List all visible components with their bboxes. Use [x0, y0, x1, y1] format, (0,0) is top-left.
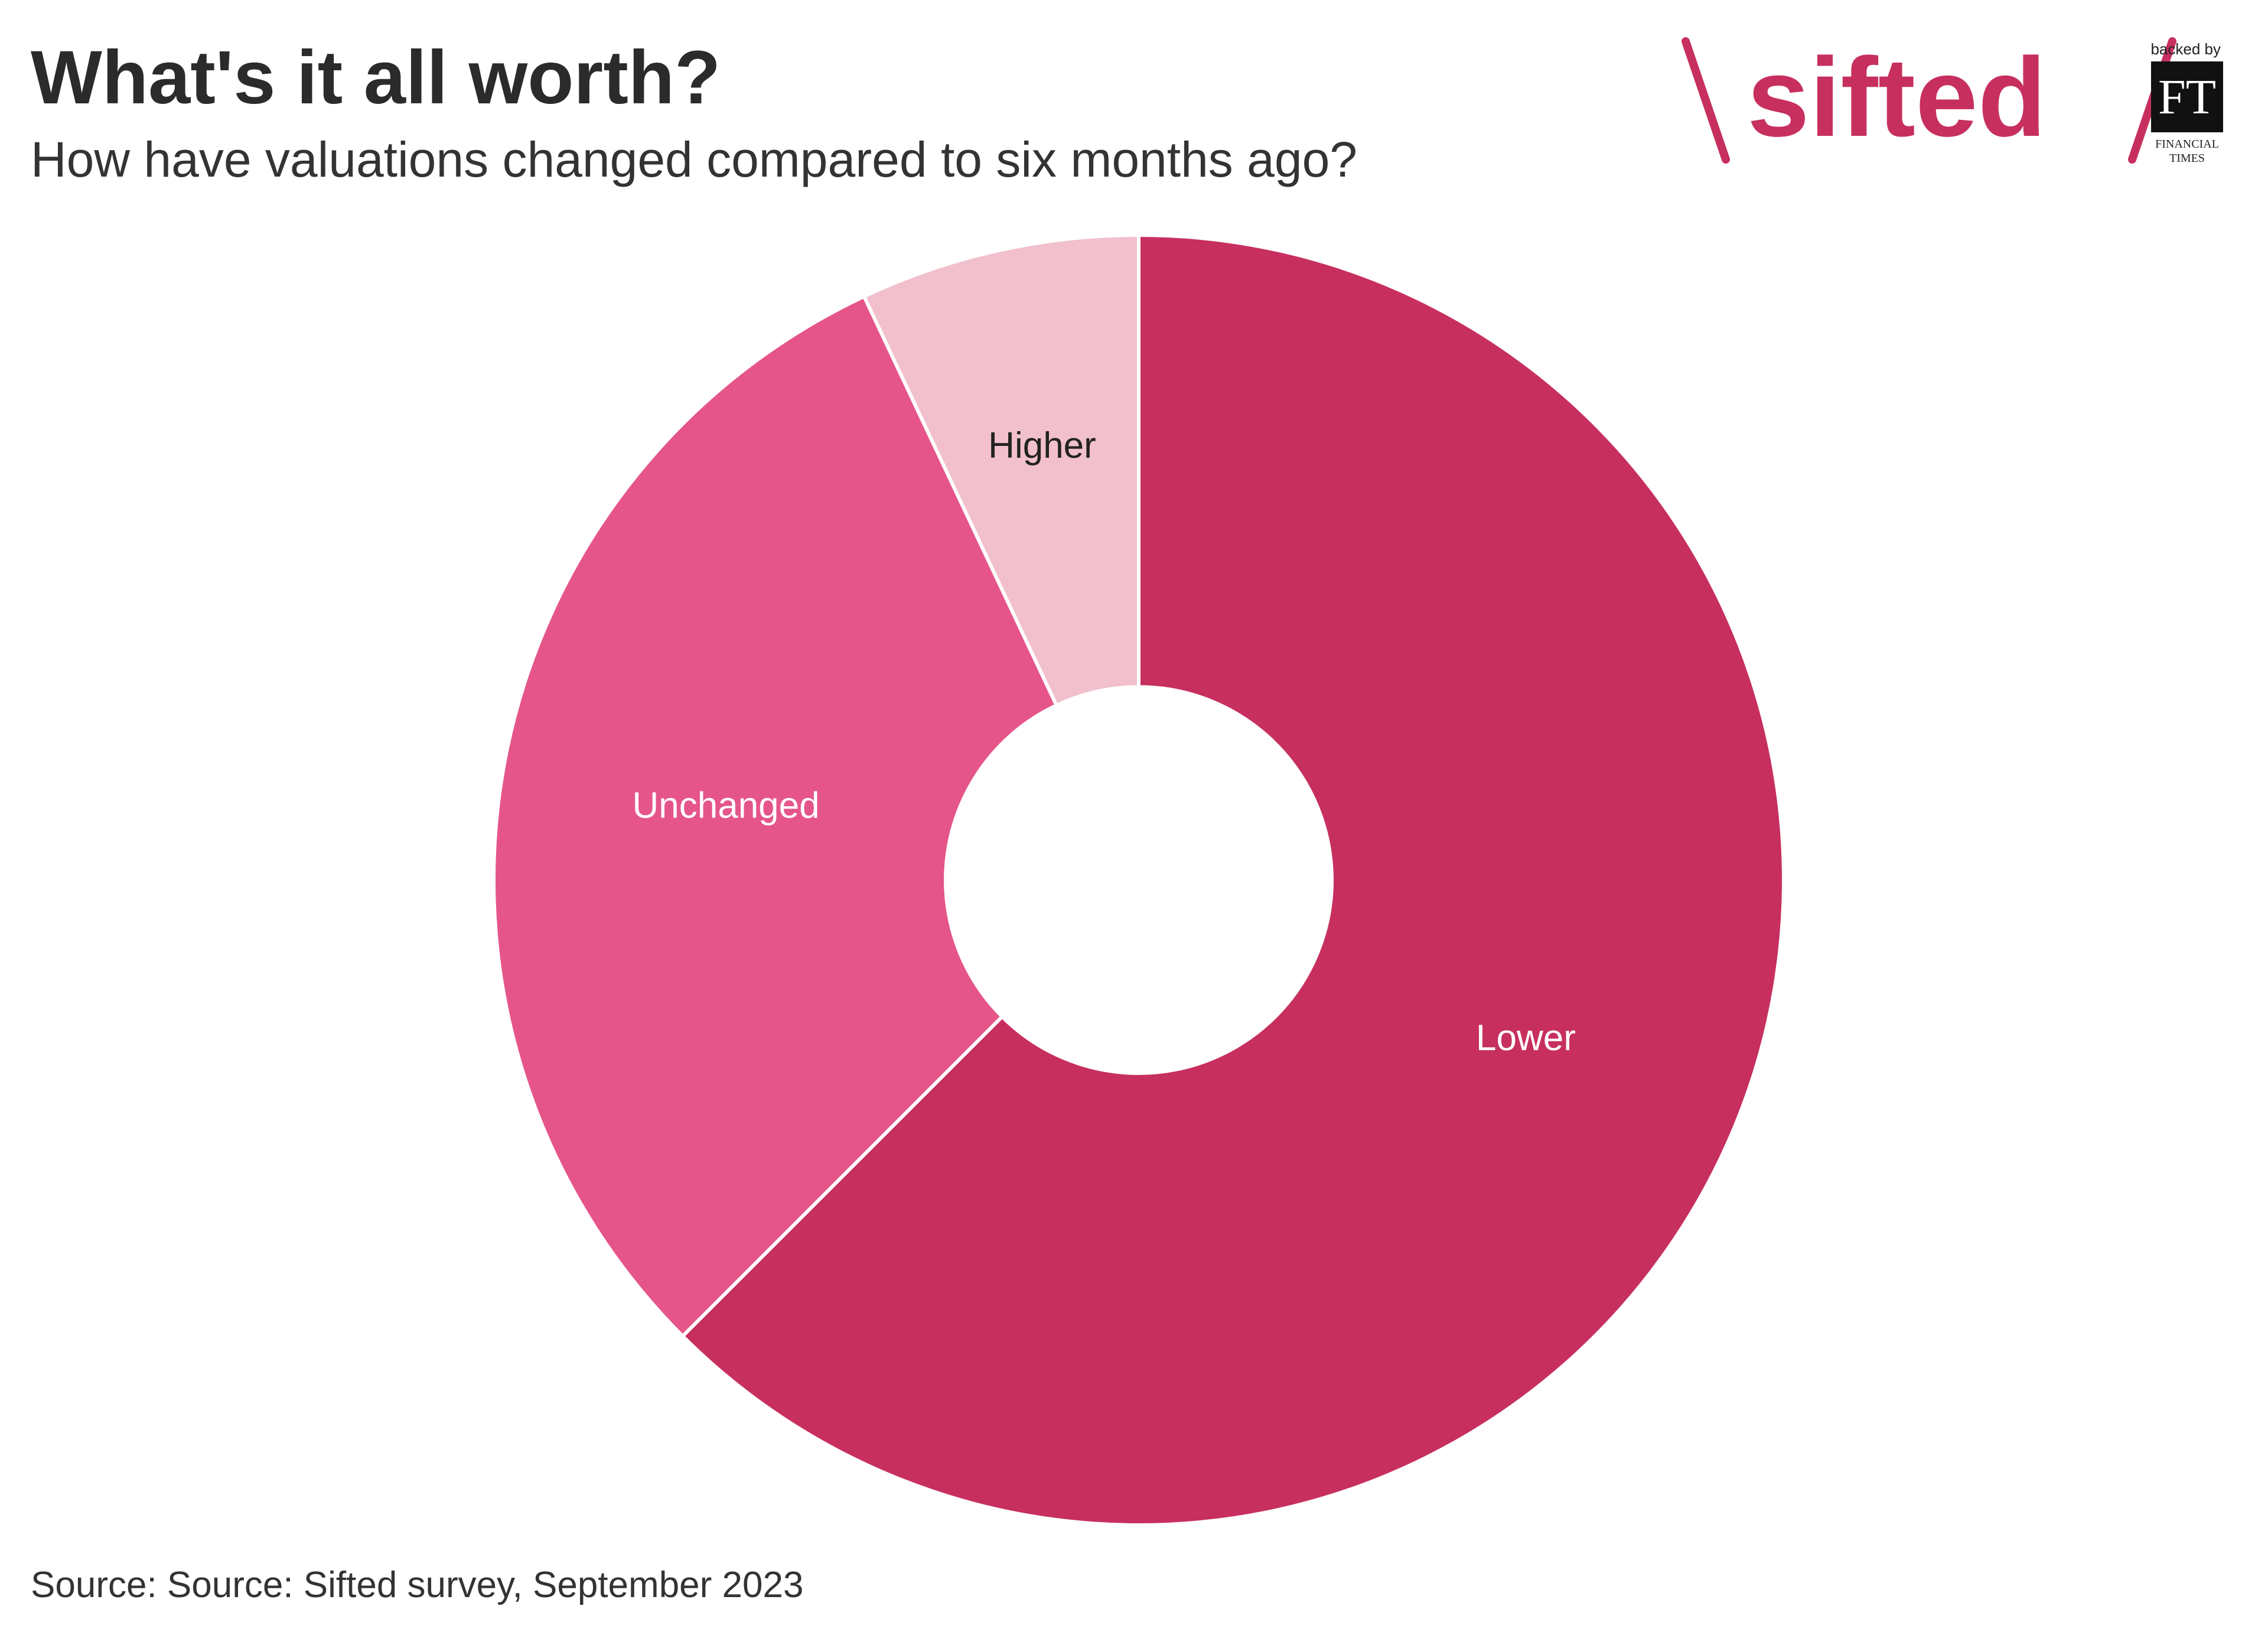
ft-icon — [2151, 61, 2223, 132]
slice-unchanged — [492, 294, 1058, 1338]
ft-line2: TIMES — [2169, 152, 2205, 165]
sifted-ft-logo: sifted backed by FT FINANCIAL TIMES — [1682, 35, 2223, 165]
slice-label-higher: Higher — [988, 425, 1096, 466]
logo-backed-by: backed by — [2150, 40, 2221, 58]
slice-label-lower: Lower — [1476, 1018, 1576, 1058]
ft-line1: FINANCIAL — [2155, 138, 2219, 151]
source-note: Source: Source: Sifted survey, September… — [31, 1565, 804, 1605]
ft-mark: FT — [2158, 70, 2216, 125]
slice-higher — [862, 233, 1140, 708]
slice-label-unchanged: Unchanged — [632, 785, 819, 826]
logo-backslash — [1682, 37, 1730, 164]
logo-brand-text: sifted — [1747, 35, 2047, 160]
chart-subtitle: How have valuations changed compared to … — [31, 132, 1358, 187]
donut-slices — [492, 233, 1785, 1527]
slice-lower — [680, 233, 1785, 1527]
donut-labels: Lower Unchanged Higher — [632, 425, 1575, 1058]
chart-title: What's it all worth? — [31, 35, 721, 120]
